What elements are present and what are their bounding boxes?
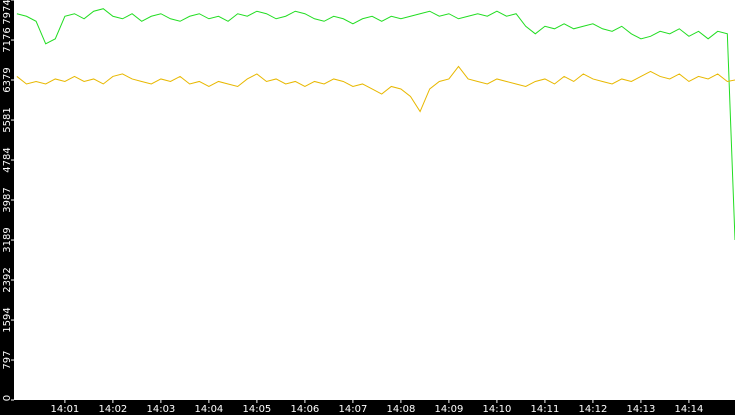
y-tick-label: 5581 <box>2 107 13 132</box>
x-tick-label: 14:03 <box>146 404 175 415</box>
x-tick-label: 14:10 <box>482 404 511 415</box>
plot-area <box>14 0 735 400</box>
series-line <box>16 65 735 113</box>
x-tick-label: 14:01 <box>50 404 79 415</box>
y-tick-label: 4784 <box>2 147 13 172</box>
x-tick-label: 14:07 <box>338 404 367 415</box>
x-tick-label: 14:12 <box>578 404 607 415</box>
y-tick-label: 1594 <box>2 307 13 332</box>
series-line <box>16 8 735 241</box>
x-tick-label: 14:14 <box>675 404 704 415</box>
x-tick-label: 14:13 <box>627 404 656 415</box>
y-tick-label: 7974 <box>2 0 13 25</box>
x-tick-label: 14:06 <box>290 404 319 415</box>
x-tick-label: 14:02 <box>98 404 127 415</box>
y-tick-label: 3189 <box>2 227 13 252</box>
y-tick-label: 3987 <box>2 187 13 212</box>
y-tick-label: 7176 <box>2 27 13 52</box>
y-tick-label: 797 <box>2 350 13 369</box>
x-tick-label: 14:11 <box>530 404 559 415</box>
y-tick-label: 2392 <box>2 267 13 292</box>
y-tick-label: 6379 <box>2 67 13 92</box>
x-tick-label: 14:08 <box>386 404 415 415</box>
x-tick-label: 14:04 <box>194 404 223 415</box>
x-tick-label: 14:09 <box>434 404 463 415</box>
y-tick-label: 0 <box>2 395 13 401</box>
x-tick-label: 14:05 <box>242 404 271 415</box>
